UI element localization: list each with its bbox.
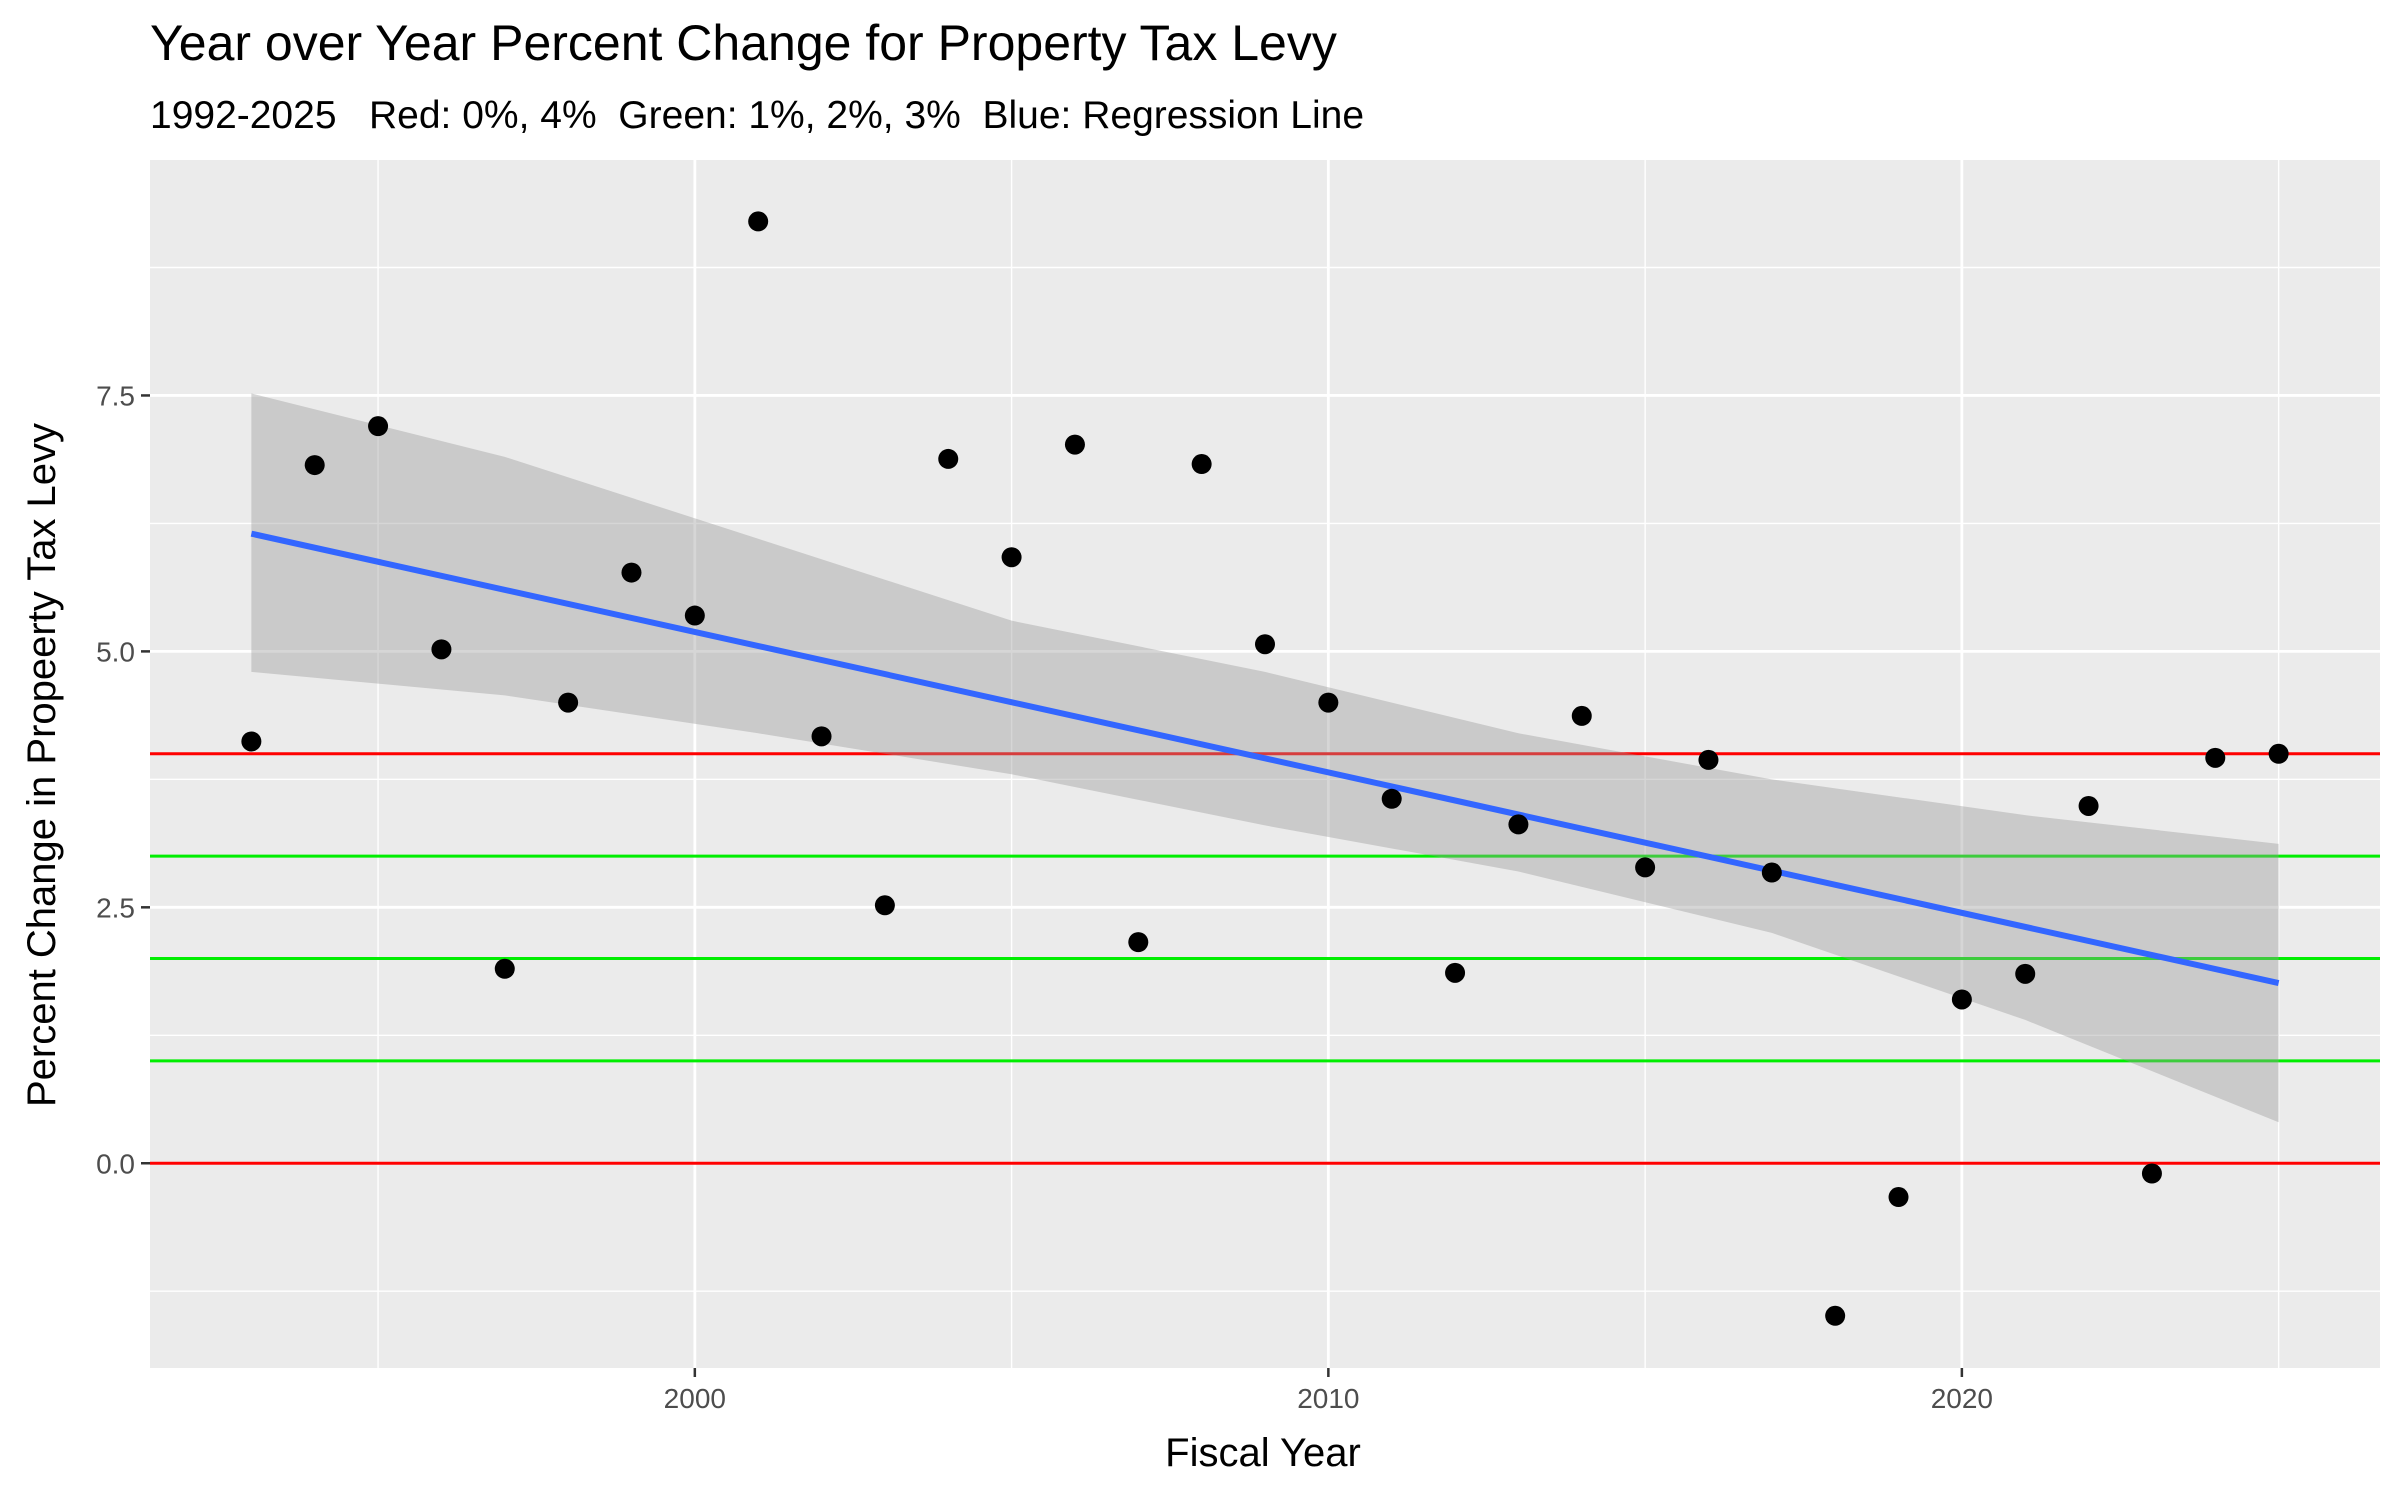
data-point — [2268, 743, 2289, 764]
x-tick-label: 2010 — [1297, 1383, 1359, 1414]
data-point — [1698, 749, 1719, 770]
data-point — [811, 726, 832, 747]
x-axis-title: Fiscal Year — [1165, 1431, 1361, 1475]
data-point — [1951, 989, 1972, 1010]
plot-panel — [150, 160, 2380, 1368]
regression-line — [250, 530, 2280, 987]
y-tick-label: 5.0 — [96, 636, 135, 667]
data-point — [1508, 814, 1529, 835]
data-point — [241, 731, 262, 752]
data-point — [1191, 454, 1212, 475]
data-point — [1255, 634, 1275, 655]
data-point — [1888, 1187, 1909, 1208]
chart-subtitle: 1992-2025 Red: 0%, 4% Green: 1%, 2%, 3% … — [150, 94, 1364, 137]
data-point — [1064, 434, 1085, 455]
data-point — [431, 639, 452, 660]
y-axis-title: Percent Change in Propeerty Tax Levy — [20, 423, 64, 1107]
data-point — [1825, 1305, 1846, 1326]
data-point — [1761, 862, 1782, 883]
data-point — [2141, 1163, 2162, 1184]
data-point — [1128, 932, 1149, 953]
y-tick-label: 7.5 — [96, 380, 135, 411]
data-point — [368, 416, 389, 437]
data-point — [2015, 963, 2036, 984]
data-point — [1635, 857, 1656, 878]
x-tick-label: 2000 — [664, 1383, 726, 1414]
y-tick-label: 0.0 — [96, 1148, 135, 1179]
data-point — [304, 455, 325, 476]
data-point — [1381, 788, 1402, 809]
x-tick-label: 2020 — [1931, 1383, 1993, 1414]
y-tick-label: 2.5 — [96, 892, 135, 923]
chart-title: Year over Year Percent Change for Proper… — [150, 15, 1337, 71]
data-point — [2078, 795, 2099, 816]
data-point — [558, 692, 579, 713]
data-point — [1571, 705, 1592, 726]
data-point — [2205, 747, 2226, 768]
data-point — [494, 958, 515, 979]
data-point — [748, 211, 769, 232]
data-point — [874, 895, 895, 916]
plot-layer: 2000 2010 2020 0.0 2.5 5.0 7.5 — [96, 160, 2380, 1414]
data-point — [621, 562, 642, 583]
data-point — [684, 605, 705, 626]
data-point — [1445, 962, 1466, 983]
data-point — [938, 448, 959, 469]
data-point — [1318, 692, 1339, 713]
data-point — [1001, 547, 1022, 568]
